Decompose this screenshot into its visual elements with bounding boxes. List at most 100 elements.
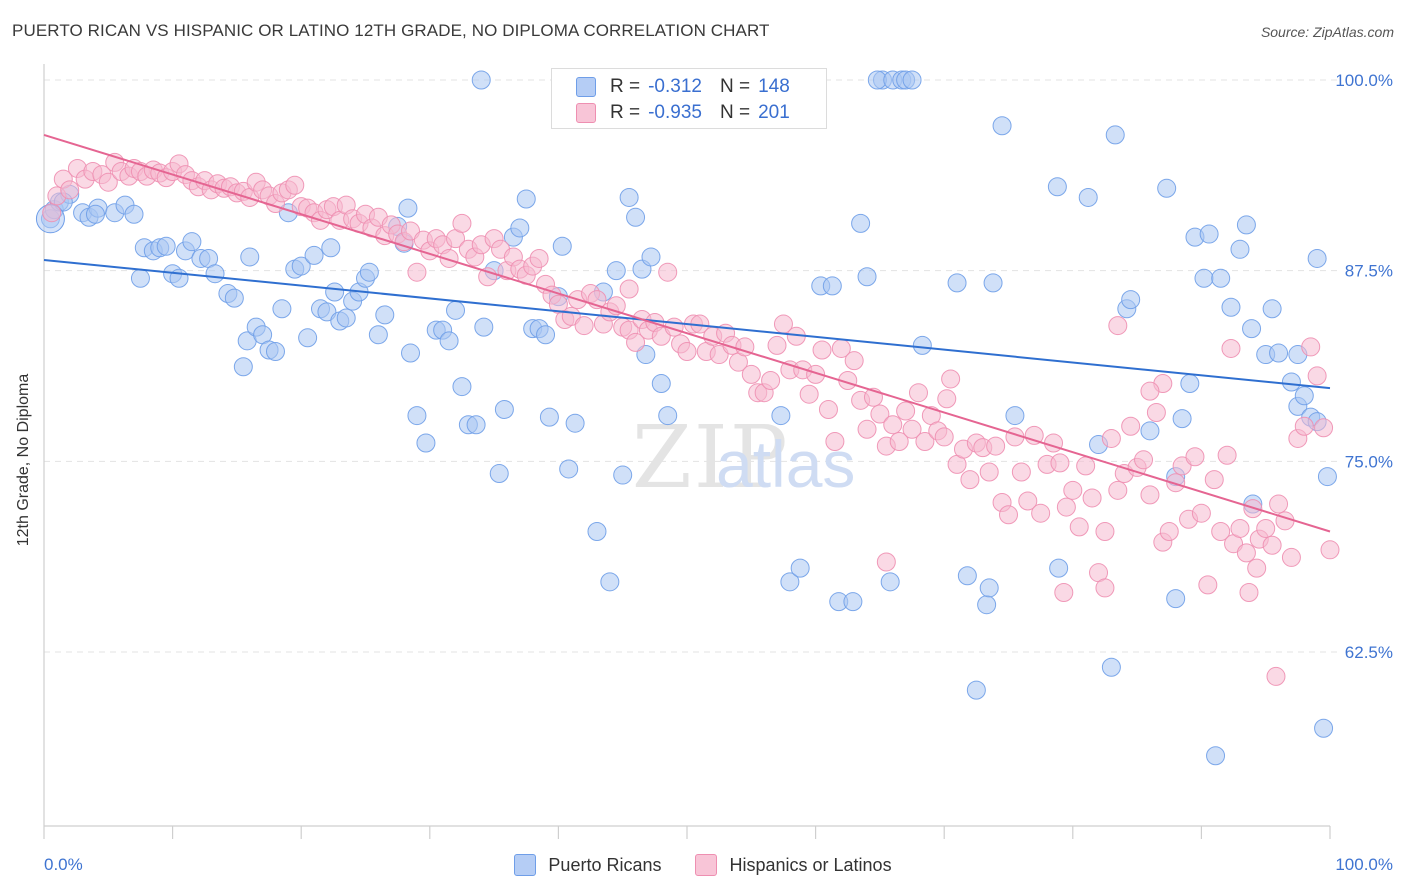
legend-item-puerto-ricans[interactable]: Puerto Ricans [514, 854, 661, 876]
legend-item-hispanics-or-latinos[interactable]: Hispanics or Latinos [695, 854, 892, 876]
data-point-puerto-rican [510, 218, 530, 238]
data-point-hispanic [1314, 418, 1334, 438]
data-point-hispanic [1307, 366, 1327, 386]
data-point-puerto-rican [368, 325, 388, 345]
data-point-hispanic [407, 262, 427, 282]
data-point-hispanic [825, 432, 845, 452]
data-point-puerto-rican [325, 282, 345, 302]
data-point-puerto-rican [304, 245, 324, 265]
data-point-hispanic [401, 221, 421, 241]
data-point-puerto-rican [1180, 374, 1200, 394]
data-point-hispanic [1108, 480, 1128, 500]
r-value: -0.935 [648, 102, 702, 123]
data-point-puerto-rican [1166, 589, 1186, 609]
data-point-puerto-rican [182, 232, 202, 252]
data-point-puerto-rican [317, 302, 337, 322]
data-point-hispanic [574, 316, 594, 336]
data-point-puerto-rican [902, 70, 922, 90]
data-point-puerto-rican [489, 464, 509, 484]
data-point-puerto-rican [1269, 343, 1289, 363]
legend-label: Puerto Ricans [548, 854, 662, 875]
data-point-puerto-rican [613, 465, 633, 485]
data-point-puerto-rican [359, 262, 379, 282]
pink-swatch-icon [576, 103, 596, 123]
data-point-hispanic [1236, 543, 1256, 563]
data-point-puerto-rican [1140, 421, 1160, 441]
data-point-hispanic [1044, 433, 1064, 453]
data-point-hispanic [883, 415, 903, 435]
data-point-hispanic [1221, 338, 1241, 358]
data-point-puerto-rican [516, 189, 536, 209]
data-point-puerto-rican [1317, 467, 1337, 487]
data-point-hispanic [1095, 521, 1115, 541]
data-point-puerto-rican [124, 204, 144, 224]
n-label: N = [719, 76, 751, 97]
data-point-hispanic [889, 432, 909, 452]
data-point-hispanic [619, 279, 639, 299]
legend-row-hispanics: R = -0.935 N = 201 [576, 101, 790, 125]
data-point-hispanic [651, 326, 671, 346]
data-point-puerto-rican [494, 399, 514, 419]
data-point-hispanic [1069, 517, 1089, 537]
data-point-puerto-rican [651, 374, 671, 394]
data-point-puerto-rican [240, 247, 260, 267]
data-point-puerto-rican [983, 273, 1003, 293]
data-point-puerto-rican [1307, 248, 1327, 268]
data-point-puerto-rican [658, 406, 678, 426]
data-point-hispanic [1166, 473, 1186, 493]
data-point-puerto-rican [1262, 299, 1282, 319]
y-tick-label: 100.0% [1335, 71, 1393, 90]
data-point-puerto-rican [298, 328, 318, 348]
r-label: R = [610, 76, 641, 97]
pink-swatch-icon [695, 854, 718, 876]
data-point-puerto-rican [375, 305, 395, 325]
stats-legend: R = -0.312 N = 148 R = -0.935 N = 201 [551, 68, 827, 129]
data-point-hispanic [1018, 491, 1038, 511]
data-point-hispanic [1230, 518, 1250, 538]
data-point-puerto-rican [1078, 187, 1098, 207]
grid-lines [44, 79, 1340, 653]
data-point-hispanic [1198, 575, 1218, 595]
data-point-puerto-rican [471, 70, 491, 90]
data-point-hispanic [960, 470, 980, 490]
data-point-puerto-rican [606, 261, 626, 281]
data-point-puerto-rican [1005, 406, 1025, 426]
data-point-hispanic [1140, 485, 1160, 505]
data-point-hispanic [876, 552, 896, 572]
data-point-puerto-rican [291, 256, 311, 276]
data-point-puerto-rican [966, 680, 986, 700]
data-point-puerto-rican [1172, 409, 1192, 429]
data-point-hispanic [1054, 583, 1074, 603]
data-point-hispanic [870, 404, 890, 424]
data-point-puerto-rican [857, 267, 877, 287]
tick-labels: 62.5% 75.0% 87.5% 100.0% 0.0% 100.0% [44, 71, 1393, 874]
data-point-hispanic [98, 172, 118, 192]
data-point-puerto-rican [452, 377, 472, 397]
n-label: N = [719, 102, 751, 123]
blue-swatch-icon [576, 77, 596, 97]
data-point-hispanic [439, 248, 459, 268]
data-point-hispanic [709, 345, 729, 365]
data-point-hispanic [1247, 558, 1267, 578]
data-point-hispanic [1301, 337, 1321, 357]
data-point-puerto-rican [272, 299, 292, 319]
data-point-hispanic [1217, 445, 1237, 465]
data-point-hispanic [1101, 428, 1121, 448]
n-value: 201 [758, 102, 790, 123]
data-point-puerto-rican [822, 276, 842, 296]
data-point-hispanic [1082, 488, 1102, 508]
data-point-puerto-rican [977, 595, 997, 615]
data-point-hispanic [999, 505, 1018, 525]
data-point-hispanic [1239, 583, 1259, 603]
data-point-puerto-rican [1047, 177, 1067, 197]
data-point-puerto-rican [1199, 224, 1219, 244]
data-point-hispanic [799, 384, 819, 404]
data-point-hispanic [1095, 578, 1115, 598]
data-point-puerto-rican [636, 345, 656, 365]
x-tick-label: 0.0% [44, 855, 83, 874]
data-point-hispanic [1281, 547, 1301, 567]
legend-row-puerto-ricans: R = -0.312 N = 148 [576, 75, 790, 99]
data-point-puerto-rican [1236, 215, 1256, 235]
data-point-hispanic [979, 462, 999, 482]
data-point-hispanic [1108, 316, 1128, 336]
